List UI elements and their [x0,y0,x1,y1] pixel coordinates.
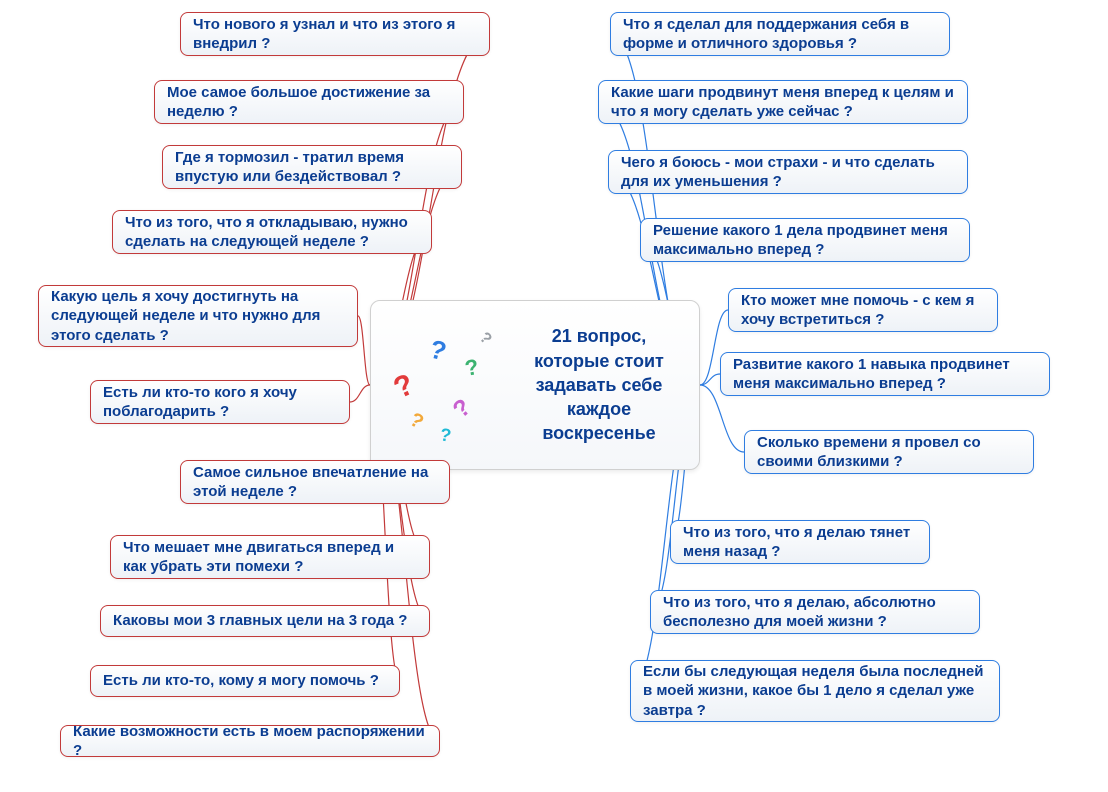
question-mark-icon: ? [405,408,427,434]
right-node: Что из того, что я делаю тянет меня наза… [670,520,930,564]
left-node: Где я тормозил - тратил время впустую ил… [162,145,462,189]
right-node: Что я сделал для поддержания себя в форм… [610,12,950,56]
right-node: Что из того, что я делаю, абсолютно бесп… [650,590,980,634]
left-node: Есть ли кто-то, кому я могу помочь ? [90,665,400,697]
left-node: Самое сильное впечатление на этой неделе… [180,460,450,504]
left-node: Что мешает мне двигаться вперед и как уб… [110,535,430,579]
node-text: Что из того, что я делаю, абсолютно бесп… [663,593,967,632]
right-node: Кто может мне помочь - с кем я хочу встр… [728,288,998,332]
node-text: Что мешает мне двигаться вперед и как уб… [123,538,417,577]
node-text: Что из того, что я делаю тянет меня наза… [683,523,917,562]
question-mark-icon: ? [475,329,495,349]
center-icon-cluster: ??????? [385,325,505,445]
node-text: Что я сделал для поддержания себя в форм… [623,15,937,54]
left-node: Что из того, что я откладываю, нужно сде… [112,210,432,254]
node-text: Что нового я узнал и что из этого я внед… [193,15,477,54]
question-mark-icon: ? [463,354,481,382]
left-node: Какую цель я хочу достигнуть на следующе… [38,285,358,347]
connector [350,385,370,402]
right-node: Какие шаги продвинут меня вперед к целям… [598,80,968,124]
left-node: Есть ли кто-то кого я хочу поблагодарить… [90,380,350,424]
node-text: Сколько времени я провел со своими близк… [757,433,1021,472]
node-text: Если бы следующая неделя была последней … [643,662,987,721]
right-node: Чего я боюсь - мои страхи - и что сделат… [608,150,968,194]
node-text: Кто может мне помочь - с кем я хочу встр… [741,291,985,330]
node-text: Какие возможности есть в моем распоряжен… [73,722,427,761]
connector [700,374,720,385]
node-text: Какую цель я хочу достигнуть на следующе… [51,287,345,346]
node-text: Где я тормозил - тратил время впустую ил… [175,148,449,187]
left-node: Каковы мои 3 главных цели на 3 года ? [100,605,430,637]
left-node: Какие возможности есть в моем распоряжен… [60,725,440,757]
node-text: Что из того, что я откладываю, нужно сде… [125,213,419,252]
question-mark-icon: ? [426,333,449,367]
node-text: Чего я боюсь - мои страхи - и что сделат… [621,153,955,192]
center-node: ??????? 21 вопрос, которые стоит задават… [370,300,700,470]
right-node: Сколько времени я провел со своими близк… [744,430,1034,474]
node-text: Мое самое большое достижение за неделю ? [167,83,451,122]
connector [358,316,370,385]
right-node: Развитие какого 1 навыка продвинет меня … [720,352,1050,396]
node-text: Самое сильное впечатление на этой неделе… [193,463,437,502]
node-text: Есть ли кто-то, кому я могу помочь ? [103,671,379,691]
node-text: Какие шаги продвинут меня вперед к целям… [611,83,955,122]
right-node: Решение какого 1 дела продвинет меня мак… [640,218,970,262]
left-node: Что нового я узнал и что из этого я внед… [180,12,490,56]
mindmap-canvas: ??????? 21 вопрос, которые стоит задават… [0,0,1108,792]
node-text: Есть ли кто-то кого я хочу поблагодарить… [103,383,337,422]
question-mark-icon: ? [438,424,452,447]
right-node: Если бы следующая неделя была последней … [630,660,1000,722]
node-text: Каковы мои 3 главных цели на 3 года ? [113,611,407,631]
node-text: Развитие какого 1 навыка продвинет меня … [733,355,1037,394]
question-mark-icon: ? [448,394,477,425]
question-mark-icon: ? [389,368,420,407]
left-node: Мое самое большое достижение за неделю ? [154,80,464,124]
node-text: Решение какого 1 дела продвинет меня мак… [653,221,957,260]
center-title: 21 вопрос, которые стоит задавать себе к… [513,324,685,445]
